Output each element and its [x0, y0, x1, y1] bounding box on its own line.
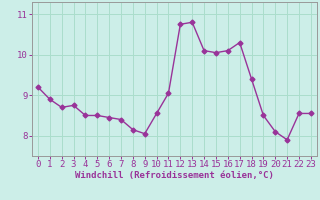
X-axis label: Windchill (Refroidissement éolien,°C): Windchill (Refroidissement éolien,°C) [75, 171, 274, 180]
